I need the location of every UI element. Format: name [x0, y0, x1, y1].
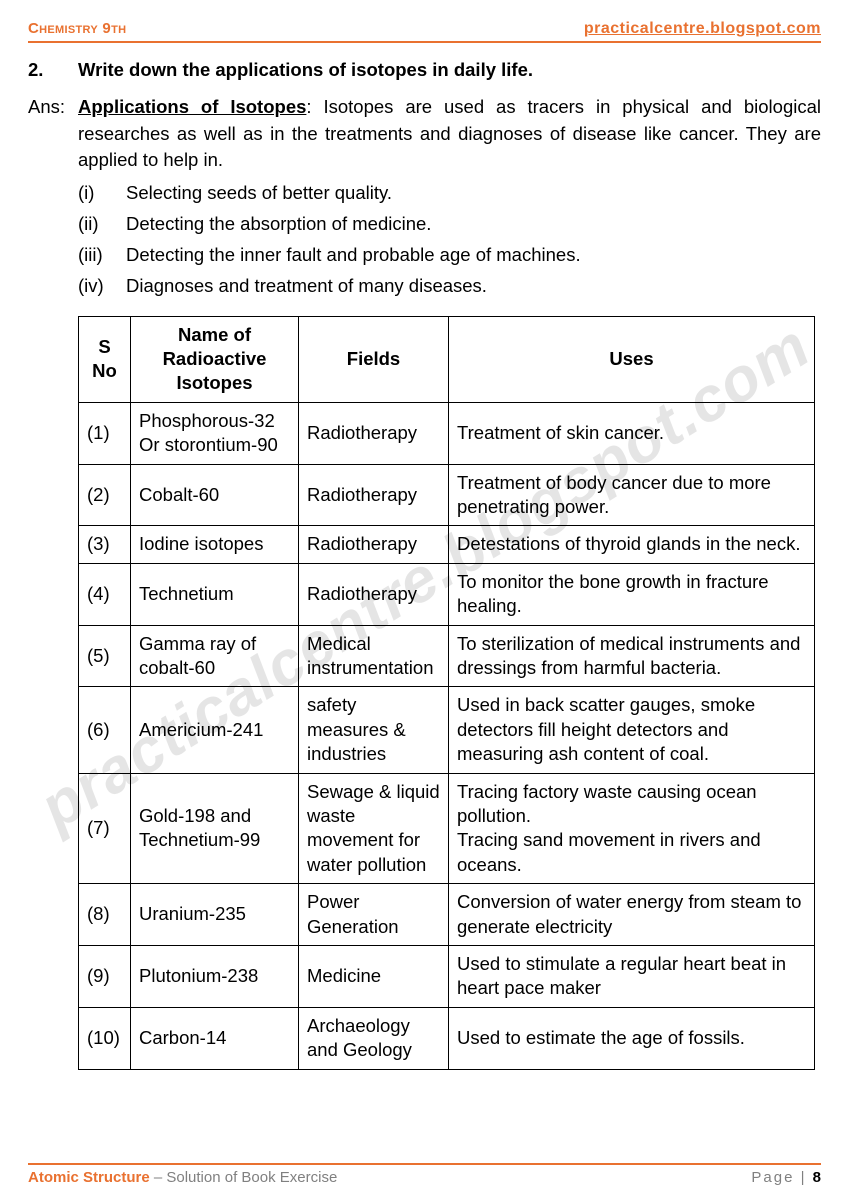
- footer-left: Atomic Structure – Solution of Book Exer…: [28, 1169, 337, 1186]
- cell-use: Used in back scatter gauges, smoke detec…: [449, 687, 815, 773]
- cell-use: Used to stimulate a regular heart beat i…: [449, 946, 815, 1008]
- list-item-text: Selecting seeds of better quality.: [126, 180, 392, 207]
- footer-page-label: Page |: [751, 1169, 806, 1186]
- table-body: (1)Phosphorous-32 Or storontium-90Radiot…: [79, 402, 815, 1069]
- answer-body: Applications of Isotopes: Isotopes are u…: [78, 94, 821, 174]
- list-item-text: Detecting the inner fault and probable a…: [126, 242, 581, 269]
- cell-isotope: Plutonium-238: [131, 946, 299, 1008]
- cell-field: Radiotherapy: [299, 563, 449, 625]
- footer-subtitle: – Solution of Book Exercise: [150, 1169, 338, 1186]
- content-area: 2. Write down the applications of isotop…: [28, 57, 821, 1070]
- cell-isotope: Americium-241: [131, 687, 299, 773]
- footer-topic: Atomic Structure: [28, 1169, 150, 1186]
- cell-isotope: Phosphorous-32 Or storontium-90: [131, 402, 299, 464]
- list-item-number: (iii): [78, 242, 126, 269]
- question-number: 2.: [28, 57, 78, 84]
- list-item: (iii) Detecting the inner fault and prob…: [78, 240, 821, 271]
- table-row: (3)Iodine isotopesRadiotherapyDetestatio…: [79, 526, 815, 563]
- answer-title: Applications of Isotopes: [78, 96, 306, 117]
- cell-field: Archaeology and Geology: [299, 1007, 449, 1069]
- page-header: Chemistry 9th practicalcentre.blogspot.c…: [28, 20, 821, 43]
- table-row: (6)Americium-241safety measures & indust…: [79, 687, 815, 773]
- col-uses: Uses: [449, 316, 815, 402]
- list-item: (i) Selecting seeds of better quality.: [78, 178, 821, 209]
- cell-sno: (10): [79, 1007, 131, 1069]
- isotopes-table-wrap: S No Name of Radioactive Isotopes Fields…: [78, 316, 815, 1070]
- table-row: (8)Uranium-235Power GenerationConversion…: [79, 884, 815, 946]
- footer-page-number: 8: [813, 1169, 821, 1186]
- cell-sno: (1): [79, 402, 131, 464]
- cell-sno: (4): [79, 563, 131, 625]
- cell-field: Radiotherapy: [299, 402, 449, 464]
- cell-field: Radiotherapy: [299, 526, 449, 563]
- cell-isotope: Gold-198 and Technetium-99: [131, 773, 299, 884]
- cell-field: Sewage & liquid waste movement for water…: [299, 773, 449, 884]
- list-item-number: (i): [78, 180, 126, 207]
- table-row: (7)Gold-198 and Technetium-99Sewage & li…: [79, 773, 815, 884]
- table-row: (9)Plutonium-238MedicineUsed to stimulat…: [79, 946, 815, 1008]
- cell-sno: (5): [79, 625, 131, 687]
- table-row: (4)TechnetiumRadiotherapyTo monitor the …: [79, 563, 815, 625]
- answer-row: Ans: Applications of Isotopes: Isotopes …: [28, 94, 821, 174]
- cell-sno: (9): [79, 946, 131, 1008]
- isotopes-table: S No Name of Radioactive Isotopes Fields…: [78, 316, 815, 1070]
- cell-sno: (2): [79, 464, 131, 526]
- cell-field: Power Generation: [299, 884, 449, 946]
- cell-sno: (6): [79, 687, 131, 773]
- table-row: (1)Phosphorous-32 Or storontium-90Radiot…: [79, 402, 815, 464]
- answer-label: Ans:: [28, 94, 78, 174]
- question-row: 2. Write down the applications of isotop…: [28, 57, 821, 84]
- cell-isotope: Iodine isotopes: [131, 526, 299, 563]
- cell-field: safety measures & industries: [299, 687, 449, 773]
- cell-use: Tracing factory waste causing ocean poll…: [449, 773, 815, 884]
- list-item-number: (ii): [78, 211, 126, 238]
- table-header-row: S No Name of Radioactive Isotopes Fields…: [79, 316, 815, 402]
- cell-use: Treatment of skin cancer.: [449, 402, 815, 464]
- cell-isotope: Gamma ray of cobalt-60: [131, 625, 299, 687]
- table-row: (5)Gamma ray of cobalt-60Medical instrum…: [79, 625, 815, 687]
- cell-isotope: Cobalt-60: [131, 464, 299, 526]
- col-isotope: Name of Radioactive Isotopes: [131, 316, 299, 402]
- col-sno: S No: [79, 316, 131, 402]
- cell-use: To sterilization of medical instruments …: [449, 625, 815, 687]
- cell-use: Conversion of water energy from steam to…: [449, 884, 815, 946]
- list-item-text: Detecting the absorption of medicine.: [126, 211, 431, 238]
- header-site-link[interactable]: practicalcentre.blogspot.com: [584, 20, 821, 38]
- list-item: (iv) Diagnoses and treatment of many dis…: [78, 271, 821, 302]
- table-row: (2)Cobalt-60RadiotherapyTreatment of bod…: [79, 464, 815, 526]
- cell-field: Medical instrumentation: [299, 625, 449, 687]
- cell-isotope: Carbon-14: [131, 1007, 299, 1069]
- footer-right: Page | 8: [751, 1169, 821, 1186]
- cell-isotope: Technetium: [131, 563, 299, 625]
- cell-field: Radiotherapy: [299, 464, 449, 526]
- page-footer: Atomic Structure – Solution of Book Exer…: [28, 1163, 821, 1186]
- cell-sno: (8): [79, 884, 131, 946]
- list-item-number: (iv): [78, 273, 126, 300]
- cell-isotope: Uranium-235: [131, 884, 299, 946]
- cell-field: Medicine: [299, 946, 449, 1008]
- header-subject: Chemistry 9th: [28, 20, 126, 37]
- cell-use: Treatment of body cancer due to more pen…: [449, 464, 815, 526]
- cell-sno: (7): [79, 773, 131, 884]
- cell-use: Detestations of thyroid glands in the ne…: [449, 526, 815, 563]
- list-item: (ii) Detecting the absorption of medicin…: [78, 209, 821, 240]
- col-fields: Fields: [299, 316, 449, 402]
- question-text: Write down the applications of isotopes …: [78, 57, 533, 84]
- cell-use: Used to estimate the age of fossils.: [449, 1007, 815, 1069]
- list-item-text: Diagnoses and treatment of many diseases…: [126, 273, 487, 300]
- cell-use: To monitor the bone growth in fracture h…: [449, 563, 815, 625]
- application-list: (i) Selecting seeds of better quality. (…: [28, 178, 821, 301]
- cell-sno: (3): [79, 526, 131, 563]
- table-row: (10)Carbon-14Archaeology and GeologyUsed…: [79, 1007, 815, 1069]
